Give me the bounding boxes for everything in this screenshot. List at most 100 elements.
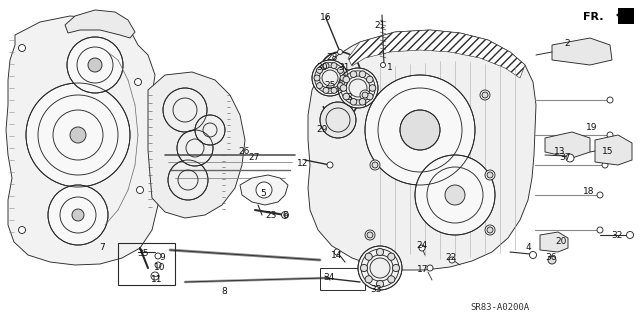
Circle shape xyxy=(19,44,26,51)
Text: 30: 30 xyxy=(316,63,328,72)
Text: 11: 11 xyxy=(151,276,163,285)
Text: 19: 19 xyxy=(586,123,598,132)
Text: 24: 24 xyxy=(417,241,428,249)
Circle shape xyxy=(359,71,366,78)
Circle shape xyxy=(350,71,357,78)
Circle shape xyxy=(597,227,603,233)
Text: 34: 34 xyxy=(323,272,335,281)
Text: 15: 15 xyxy=(602,147,614,157)
Circle shape xyxy=(155,253,161,259)
Text: 14: 14 xyxy=(332,250,342,259)
Circle shape xyxy=(136,187,143,194)
Circle shape xyxy=(317,83,323,89)
Text: 2: 2 xyxy=(564,39,570,48)
Polygon shape xyxy=(540,232,568,252)
Circle shape xyxy=(19,226,26,234)
Text: 25: 25 xyxy=(324,80,336,90)
Text: 31: 31 xyxy=(339,63,349,72)
Circle shape xyxy=(367,76,373,83)
Text: 13: 13 xyxy=(554,147,566,157)
Circle shape xyxy=(376,249,383,256)
Circle shape xyxy=(322,70,338,86)
Circle shape xyxy=(485,170,495,180)
Text: 32: 32 xyxy=(611,231,623,240)
Circle shape xyxy=(419,245,425,251)
Polygon shape xyxy=(545,132,590,158)
Text: 1: 1 xyxy=(387,63,393,72)
Circle shape xyxy=(376,280,383,288)
Polygon shape xyxy=(240,175,288,205)
Circle shape xyxy=(370,160,380,170)
Circle shape xyxy=(370,258,390,278)
Circle shape xyxy=(256,182,272,198)
Circle shape xyxy=(317,67,323,73)
Text: 8: 8 xyxy=(221,287,227,296)
Circle shape xyxy=(358,246,402,290)
Circle shape xyxy=(67,37,123,93)
Circle shape xyxy=(350,99,357,105)
Polygon shape xyxy=(348,30,525,78)
Circle shape xyxy=(334,249,340,255)
Circle shape xyxy=(88,58,102,72)
Text: 12: 12 xyxy=(298,159,308,167)
Text: FR.: FR. xyxy=(584,12,604,22)
Text: 23: 23 xyxy=(266,211,276,219)
Text: 3: 3 xyxy=(346,93,352,102)
Circle shape xyxy=(359,99,366,105)
Circle shape xyxy=(627,232,634,239)
Text: 27: 27 xyxy=(248,153,260,162)
Circle shape xyxy=(327,162,333,168)
Circle shape xyxy=(485,225,495,235)
Text: 9: 9 xyxy=(159,254,165,263)
Circle shape xyxy=(427,265,433,271)
Circle shape xyxy=(338,68,378,108)
Text: 16: 16 xyxy=(320,13,332,23)
Circle shape xyxy=(566,154,574,162)
Circle shape xyxy=(360,90,370,100)
Circle shape xyxy=(163,88,207,132)
Circle shape xyxy=(177,130,213,166)
Circle shape xyxy=(607,97,613,103)
Circle shape xyxy=(337,83,344,89)
Polygon shape xyxy=(65,10,135,38)
Circle shape xyxy=(312,60,348,96)
Text: 37: 37 xyxy=(559,153,571,162)
Circle shape xyxy=(168,160,208,200)
Polygon shape xyxy=(148,72,245,218)
Text: 36: 36 xyxy=(545,254,557,263)
Circle shape xyxy=(388,276,395,283)
Polygon shape xyxy=(595,135,632,165)
Circle shape xyxy=(282,211,289,219)
Circle shape xyxy=(349,79,367,97)
Circle shape xyxy=(445,185,465,205)
Text: 10: 10 xyxy=(154,263,166,271)
Circle shape xyxy=(360,264,367,271)
Circle shape xyxy=(597,192,603,198)
Text: 18: 18 xyxy=(583,188,595,197)
Text: 33: 33 xyxy=(371,286,381,294)
Polygon shape xyxy=(308,30,536,270)
Circle shape xyxy=(415,155,495,235)
Circle shape xyxy=(340,75,346,81)
Circle shape xyxy=(331,87,337,93)
Text: 22: 22 xyxy=(445,253,456,262)
Polygon shape xyxy=(552,38,612,65)
Circle shape xyxy=(134,78,141,85)
Circle shape xyxy=(343,76,349,83)
Circle shape xyxy=(70,127,86,143)
Circle shape xyxy=(195,115,225,145)
Circle shape xyxy=(482,92,488,98)
Circle shape xyxy=(381,63,385,68)
Polygon shape xyxy=(6,16,162,265)
Text: 20: 20 xyxy=(556,238,566,247)
Circle shape xyxy=(72,209,84,221)
Circle shape xyxy=(337,49,342,55)
Circle shape xyxy=(26,83,130,187)
Circle shape xyxy=(323,87,329,93)
Text: 6: 6 xyxy=(282,211,288,219)
Text: 21: 21 xyxy=(374,20,386,29)
Circle shape xyxy=(548,256,556,264)
Circle shape xyxy=(343,93,349,100)
Text: 17: 17 xyxy=(417,265,429,275)
Circle shape xyxy=(372,162,378,168)
